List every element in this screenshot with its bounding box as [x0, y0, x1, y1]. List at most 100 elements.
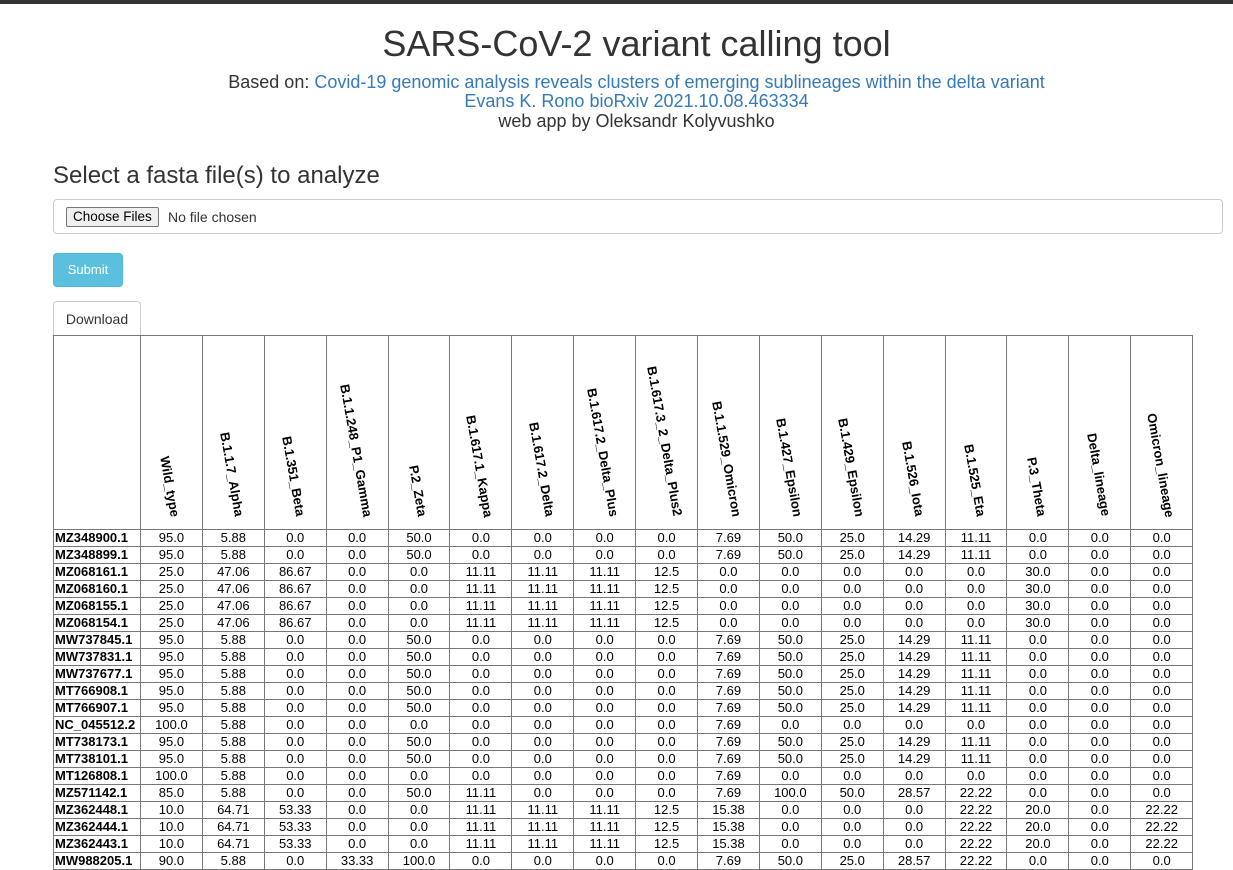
- table-cell: 11.11: [449, 835, 513, 853]
- table-cell: 5.88: [201, 784, 265, 802]
- table-cell: 0.0: [387, 801, 451, 819]
- row-accession-id: MZ348899.1: [53, 546, 141, 564]
- table-cell: 0.0: [1130, 699, 1194, 717]
- file-input[interactable]: Choose Files No file chosen: [53, 199, 1223, 234]
- table-cell: 25.0: [820, 648, 884, 666]
- citation-link[interactable]: Evans K. Rono bioRxiv 2021.10.08.463334: [464, 91, 809, 111]
- table-cell: 7.69: [697, 716, 760, 734]
- table-cell: 0.0: [325, 529, 389, 547]
- table-cell: 12.5: [635, 818, 699, 836]
- column-header: B.1.617.2_Delta: [511, 335, 575, 530]
- table-cell: 22.22: [944, 784, 1008, 802]
- table-cell: 0.0: [882, 767, 946, 785]
- table-cell: 0.0: [1006, 767, 1070, 785]
- table-cell: 11.11: [449, 580, 513, 598]
- row-accession-id: MZ571142.1: [53, 784, 141, 802]
- upload-label: Select a fasta file(s) to analyze: [53, 162, 380, 189]
- table-cell: 0.0: [1068, 733, 1132, 751]
- table-row: NC_045512.2 100.0 5.88 0.0 0.0 0.0 0.0 0.0 0.0 0.…: [53, 716, 1194, 734]
- table-cell: 0.0: [511, 767, 575, 785]
- table-cell: 25.0: [820, 750, 884, 768]
- table-cell: 22.22: [1130, 818, 1194, 836]
- table-cell: 0.0: [820, 767, 884, 785]
- table-row: MZ571142.1 85.0 5.88 0.0 0.0 50.0 11.11 0.0 0.0 0…: [53, 784, 1194, 802]
- table-cell: 0.0: [635, 750, 699, 768]
- paper-link[interactable]: Covid-19 genomic analysis reveals cluste…: [314, 72, 1045, 92]
- table-cell: 0.0: [882, 580, 946, 598]
- table-row: MT126808.1 100.0 5.88 0.0 0.0 0.0 0.0 0.0 0.0 0.0…: [53, 767, 1194, 785]
- table-cell: 50.0: [387, 699, 451, 717]
- table-cell: 30.0: [1006, 614, 1070, 632]
- table-cell: 50.0: [758, 699, 822, 717]
- table-row: MZ362448.1 10.0 64.71 53.33 0.0 0.0 11.11 11.11…: [53, 801, 1194, 819]
- table-cell: 14.29: [882, 665, 946, 683]
- table-cell: 28.57: [882, 852, 946, 870]
- page-title: SARS-CoV-2 variant calling tool: [382, 23, 891, 64]
- table-cell: 25.0: [820, 546, 884, 564]
- table-cell: 0.0: [263, 716, 327, 734]
- table-cell: 0.0: [449, 699, 513, 717]
- column-header: B.1.1.248_P1_Gamma: [325, 335, 389, 530]
- table-row: MT738173.1 95.0 5.88 0.0 0.0 50.0 0.0 0.0 0.0 0.0…: [53, 733, 1194, 751]
- table-cell: 0.0: [573, 699, 637, 717]
- table-cell: 0.0: [1130, 767, 1194, 785]
- table-cell: 11.11: [511, 563, 575, 581]
- table-cell: 0.0: [758, 597, 822, 615]
- table-cell: 0.0: [511, 784, 575, 802]
- table-cell: 0.0: [573, 631, 637, 649]
- table-cell: 0.0: [944, 580, 1008, 598]
- table-cell: 0.0: [1068, 529, 1132, 547]
- choose-files-button[interactable]: Choose Files: [66, 207, 159, 227]
- table-cell: 100.0: [140, 716, 203, 734]
- table-cell: 0.0: [573, 716, 637, 734]
- column-header: B.1.617.2_Delta_Plus: [573, 335, 637, 530]
- table-cell: 0.0: [1130, 852, 1194, 870]
- table-corner-header: [53, 335, 141, 530]
- table-cell: 50.0: [387, 529, 451, 547]
- table-cell: 0.0: [449, 665, 513, 683]
- table-cell: 50.0: [820, 784, 884, 802]
- table-cell: 64.71: [201, 835, 265, 853]
- table-cell: 0.0: [325, 597, 389, 615]
- column-header-label: B.1.429_Epsilon: [834, 416, 867, 518]
- table-cell: 11.11: [449, 614, 513, 632]
- table-cell: 0.0: [882, 835, 946, 853]
- table-cell: 0.0: [758, 818, 822, 836]
- table-cell: 0.0: [387, 767, 451, 785]
- table-cell: 0.0: [820, 597, 884, 615]
- table-cell: 0.0: [758, 767, 822, 785]
- table-cell: 11.11: [449, 818, 513, 836]
- table-cell: 11.11: [511, 801, 575, 819]
- table-cell: 25.0: [820, 682, 884, 700]
- table-cell: 0.0: [1006, 733, 1070, 751]
- table-cell: 0.0: [325, 631, 389, 649]
- table-cell: 11.11: [573, 801, 637, 819]
- table-cell: 0.0: [387, 614, 451, 632]
- table-cell: 0.0: [263, 648, 327, 666]
- table-cell: 0.0: [635, 716, 699, 734]
- download-button[interactable]: Download: [53, 301, 141, 335]
- submit-button[interactable]: Submit: [53, 253, 123, 287]
- table-cell: 11.11: [573, 563, 637, 581]
- table-row: MZ362444.1 10.0 64.71 53.33 0.0 0.0 11.11 11.11…: [53, 818, 1194, 836]
- table-cell: 100.0: [140, 767, 203, 785]
- row-accession-id: MZ068155.1: [53, 597, 141, 615]
- table-cell: 50.0: [758, 682, 822, 700]
- table-cell: 0.0: [882, 801, 946, 819]
- table-row: MT766908.1 95.0 5.88 0.0 0.0 50.0 0.0 0.0 0.0 0.0…: [53, 682, 1194, 700]
- table-cell: 95.0: [140, 546, 203, 564]
- table-row: MW737677.1 95.0 5.88 0.0 0.0 50.0 0.0 0.0 0.0 0.0…: [53, 665, 1194, 683]
- table-cell: 7.69: [697, 546, 760, 564]
- table-cell: 7.69: [697, 529, 760, 547]
- table-cell: 30.0: [1006, 580, 1070, 598]
- table-cell: 0.0: [1006, 631, 1070, 649]
- table-cell: 0.0: [449, 767, 513, 785]
- table-cell: 0.0: [325, 563, 389, 581]
- table-cell: 15.38: [697, 835, 760, 853]
- table-cell: 95.0: [140, 665, 203, 683]
- table-cell: 30.0: [1006, 563, 1070, 581]
- table-cell: 15.38: [697, 818, 760, 836]
- table-cell: 5.88: [201, 546, 265, 564]
- column-header-label: B.1.617.2_Delta_Plus: [584, 386, 623, 518]
- table-cell: 10.0: [140, 835, 203, 853]
